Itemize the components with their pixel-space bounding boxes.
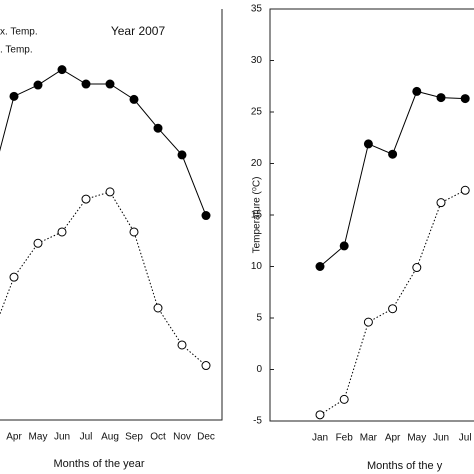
point <box>339 241 349 251</box>
x-tick-label: Apr <box>385 433 401 444</box>
point <box>363 317 373 327</box>
x-tick-label: Dec <box>197 432 215 443</box>
point <box>177 340 187 350</box>
x-tick-label: Jul <box>80 432 93 443</box>
y-tick-label: 30 <box>251 55 263 66</box>
y-tick-label: -5 <box>253 416 262 427</box>
series-line <box>0 69 207 216</box>
point <box>177 150 187 160</box>
point <box>57 65 67 75</box>
y-tick-label: 35 <box>251 4 263 15</box>
point <box>388 149 398 159</box>
point <box>153 123 163 133</box>
point <box>105 79 115 89</box>
point <box>33 80 43 90</box>
x-tick-label: May <box>29 432 48 443</box>
y-tick-label: 0 <box>256 364 262 375</box>
y-tick-label: 5 <box>256 313 262 324</box>
legend-label: . Temp. <box>0 45 33 56</box>
x-tick-label: Sep <box>125 432 143 443</box>
point <box>388 304 398 314</box>
point <box>460 94 470 104</box>
point <box>129 227 139 237</box>
point <box>129 94 139 104</box>
y-tick-label: 20 <box>251 158 263 169</box>
point <box>81 79 91 89</box>
series-line <box>319 90 466 267</box>
y-tick-label: 10 <box>251 261 263 272</box>
point <box>9 91 19 101</box>
x-tick-label: Nov <box>173 432 191 443</box>
y-tick-label: 15 <box>251 210 263 221</box>
point <box>57 227 67 237</box>
chart-title: Year 2007 <box>111 24 166 38</box>
x-tick-label: May <box>407 433 426 444</box>
x-tick-label: Apr <box>6 432 22 443</box>
point <box>436 198 446 208</box>
x-axis-label: Months of the y <box>367 460 443 472</box>
point <box>33 238 43 248</box>
point <box>201 361 211 371</box>
x-tick-label: Feb <box>336 433 354 444</box>
series-line <box>319 189 466 416</box>
x-tick-label: Jan <box>312 433 328 444</box>
point <box>201 211 211 221</box>
point <box>363 139 373 149</box>
y-axis-label: Temperature (⁰C) <box>252 177 263 254</box>
point <box>153 303 163 313</box>
x-tick-label: Jun <box>433 433 449 444</box>
x-tick-label: Oct <box>150 432 166 443</box>
x-axis-label: Months of the year <box>53 458 144 470</box>
point <box>315 262 325 271</box>
axis-frame <box>0 9 223 421</box>
x-tick-label: Mar <box>360 433 378 444</box>
point <box>460 185 470 195</box>
x-tick-label: Aug <box>101 432 119 443</box>
x-tick-label: Jul <box>459 433 472 444</box>
point <box>315 410 325 420</box>
point <box>412 86 422 96</box>
point <box>9 272 19 282</box>
x-tick-label: Jun <box>54 432 70 443</box>
point <box>436 93 446 103</box>
y-tick-label: 25 <box>251 107 263 118</box>
axis-frame <box>269 8 474 422</box>
point <box>105 187 115 197</box>
point <box>339 394 349 404</box>
point <box>81 194 91 204</box>
point <box>412 263 422 273</box>
legend-label: x. Temp. <box>0 27 38 38</box>
series-line <box>0 191 207 366</box>
